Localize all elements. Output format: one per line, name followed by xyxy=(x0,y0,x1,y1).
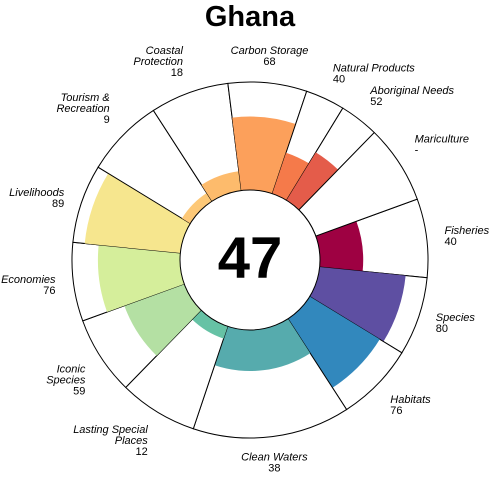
overall-score: 47 xyxy=(218,225,283,290)
petal-value-label: 89 xyxy=(52,198,64,210)
petal-label-text: Natural Products xyxy=(333,62,415,74)
petal-value-label: 38 xyxy=(268,462,280,474)
chart-title: Ghana xyxy=(205,1,296,33)
petal-value-label: 52 xyxy=(370,96,382,108)
petal-value-label: 80 xyxy=(436,323,448,335)
petal-label-text: Mariculture xyxy=(415,134,469,146)
petal-value-label: 12 xyxy=(136,446,148,458)
petal-label-text: Recreation xyxy=(56,103,109,115)
petal-value-label: 68 xyxy=(263,56,275,68)
petal-label-mariculture: Mariculture- xyxy=(415,134,469,157)
petal-value-label: 18 xyxy=(171,67,183,79)
petal-value-label: 59 xyxy=(73,385,85,397)
petal-value-label: - xyxy=(415,145,419,157)
petal-value-label: 76 xyxy=(390,405,402,417)
petal-value-label: 40 xyxy=(444,236,456,248)
petal-value-label: 76 xyxy=(43,285,55,297)
petal-value-label: 9 xyxy=(104,114,110,126)
petal-value-label: 40 xyxy=(333,73,345,85)
